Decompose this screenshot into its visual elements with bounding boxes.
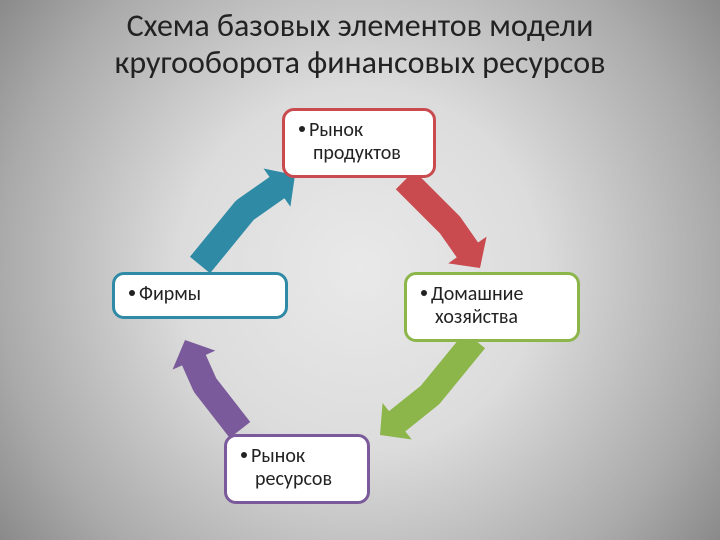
arrow-right-bottom [380,332,485,440]
arrow-top-right [396,171,487,268]
arrow-bottom-left [173,340,251,438]
arrow-left-top [190,168,295,273]
node-bottom: Рынокресурсов [224,434,370,504]
cycle-diagram: Рынокпродуктов Домашниехозяйства Рынокресу… [0,0,720,540]
node-left: Фирмы [112,272,288,319]
slide: Схема базовых элементов модели кругообор… [0,0,720,540]
node-top: Рынокпродуктов [282,108,436,178]
node-right: Домашниехозяйства [404,272,580,342]
